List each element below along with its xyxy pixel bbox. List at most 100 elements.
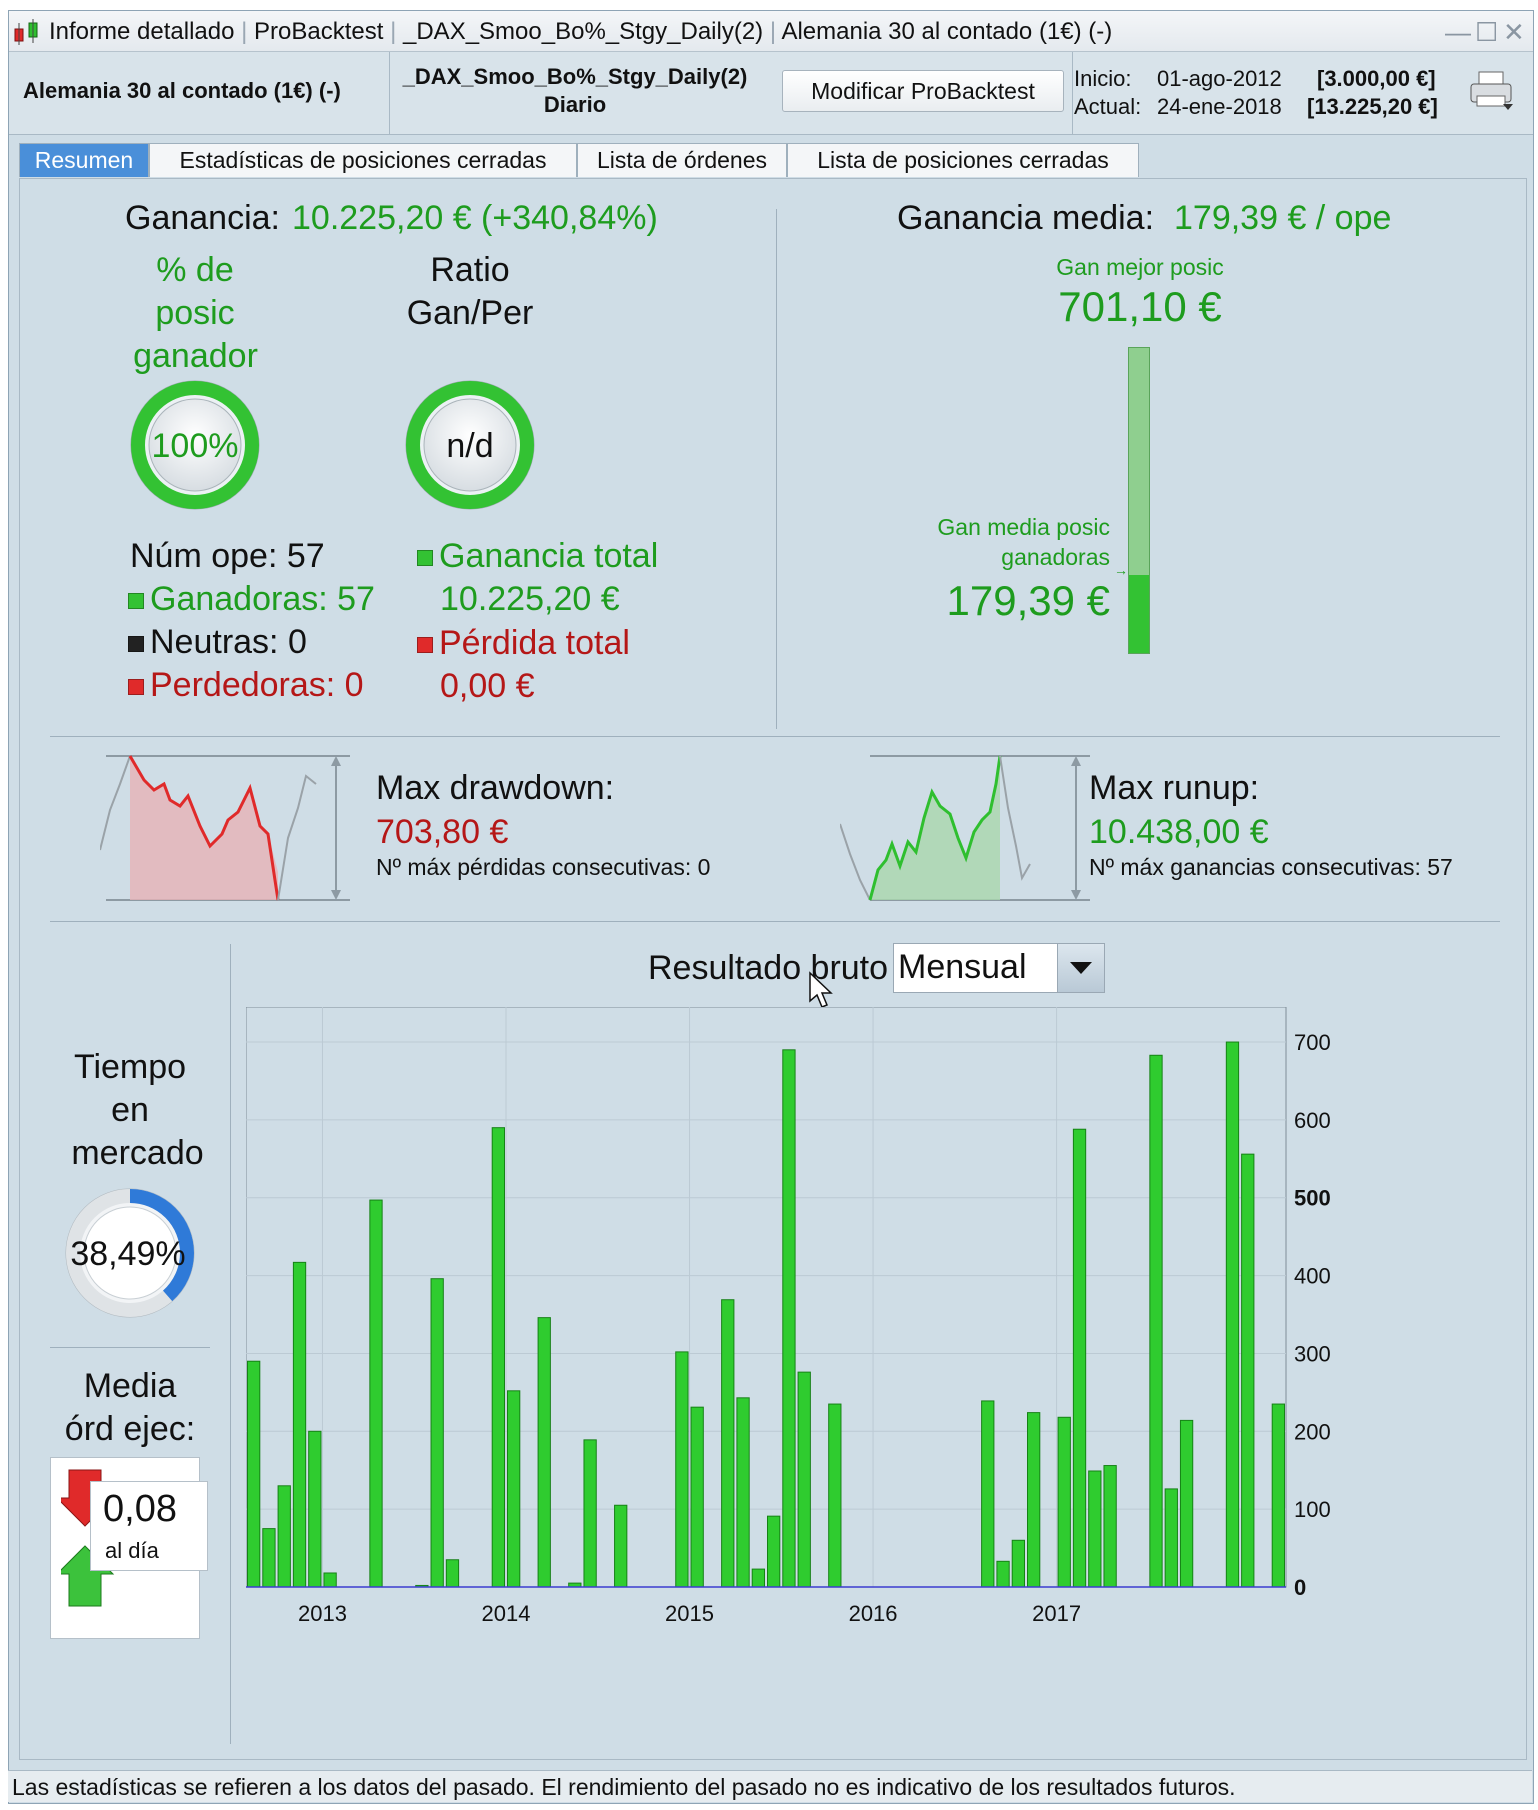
ratio-title-line1: Ratio (430, 251, 510, 289)
winning-pct-title-line3: ganador (133, 337, 258, 375)
losers-legend-square (128, 679, 144, 696)
max-consecutive-losses: Nº máx pérdidas consecutivas: 0 (376, 854, 711, 880)
total-gain-legend-square (417, 550, 433, 567)
bar (308, 1430, 322, 1588)
section-divider-2 (50, 921, 1500, 922)
strategy-name: _DAX_Smoo_Bo%_Stgy_Daily(2) (402, 64, 748, 89)
minimize-icon[interactable]: — (1445, 17, 1471, 47)
x-tick-label: 2013 (298, 1601, 347, 1626)
bar (445, 1559, 460, 1588)
bar (1271, 1403, 1286, 1588)
maximize-icon[interactable]: ☐ (1475, 17, 1499, 47)
arrow-right-icon: → (1114, 562, 1128, 578)
window-title-strategy: _DAX_Smoo_Bo%_Stgy_Daily(2) (403, 18, 764, 45)
orders-unit: al día (105, 1538, 159, 1563)
y-tick-label: 300 (1294, 1341, 1331, 1366)
mouse-cursor-icon (809, 971, 833, 1008)
gain-label: Ganancia: (125, 199, 280, 237)
bar (277, 1485, 291, 1588)
bar (736, 1397, 750, 1588)
bar (537, 1317, 551, 1588)
printer-icon[interactable] (1467, 70, 1517, 114)
bar (721, 1299, 735, 1588)
modify-probacktest-button[interactable]: Modificar ProBacktest (782, 70, 1064, 112)
bar (323, 1572, 337, 1588)
y-tick-label: 600 (1294, 1108, 1331, 1133)
tab-order-list[interactable]: Lista de órdenes (577, 143, 787, 177)
chevron-down-icon (1070, 962, 1092, 974)
window-title-probacktest: ProBacktest (254, 18, 384, 45)
bar (1179, 1419, 1194, 1588)
close-icon[interactable]: ✕ (1503, 17, 1525, 47)
winners-count: Ganadoras: 57 (150, 580, 375, 618)
start-label: Inicio: (1074, 66, 1132, 91)
market-time-title-line2: en (111, 1091, 149, 1129)
winners-legend-square (128, 593, 144, 610)
x-tick-label: 2016 (849, 1601, 898, 1626)
tab-resumen[interactable]: Resumen (19, 143, 149, 177)
bar (1072, 1128, 1087, 1588)
ratio-value: n/d (446, 427, 493, 465)
market-time-title-line1: Tiempo (73, 1048, 187, 1086)
status-bar: Las estadísticas se refieren a los datos… (8, 1770, 1532, 1802)
gain-value: 10.225,20 € (+340,84%) (292, 199, 658, 237)
bar (292, 1261, 307, 1588)
header-divider (1072, 52, 1073, 134)
drawdown-value: 703,80 € (376, 813, 509, 851)
section-divider-1 (50, 736, 1500, 737)
bar (828, 1403, 842, 1588)
chart-title: Resultado bruto (648, 949, 889, 987)
period-select[interactable]: Mensual (893, 943, 1105, 993)
total-gain-label: Ganancia total (439, 537, 659, 575)
bar (369, 1199, 383, 1588)
best-trade-label: Gan mejor posic (1056, 254, 1224, 280)
avg-winning-value: 179,39 € (946, 577, 1111, 624)
neutral-legend-square (128, 636, 144, 653)
dropdown-arrow[interactable] (1057, 944, 1104, 992)
winners-row: Ganadoras: 57 (128, 580, 375, 619)
orders-title: Media órd ejec: (50, 1365, 210, 1451)
ratio-title-line2: Gan/Per (406, 294, 534, 332)
window-title-report: Informe detallado (49, 18, 235, 45)
total-loss-label: Pérdida total (439, 624, 630, 662)
winning-pct-title-line2: posic (155, 294, 235, 332)
num-trades: Núm ope: 57 (130, 537, 325, 575)
current-label: Actual: (1074, 94, 1142, 119)
total-loss-value: 0,00 € (440, 667, 535, 705)
y-tick-label: 100 (1294, 1497, 1331, 1522)
y-tick-label: 0 (1294, 1575, 1306, 1600)
bar (1088, 1470, 1102, 1588)
bar (430, 1278, 444, 1588)
report-header: Alemania 30 al contado (1€) (-) _DAX_Smo… (9, 52, 1533, 135)
current-date: 24-ene-2018 (1157, 94, 1282, 119)
best-trade-value: 701,10 € (1058, 283, 1222, 330)
bar (1103, 1465, 1117, 1588)
tab-closed-positions-list[interactable]: Lista de posiciones cerradas (787, 143, 1139, 177)
report-window: Informe detallado | ProBacktest | _DAX_S… (8, 10, 1534, 1804)
tab-closed-positions-stats[interactable]: Estadísticas de posiciones cerradas (149, 143, 577, 177)
market-time-title: Tiempo en mercado (50, 1046, 210, 1175)
bar (491, 1127, 506, 1588)
start-date: 01-ago-2012 (1157, 66, 1282, 91)
bar (782, 1049, 796, 1588)
avg-bar-track (1128, 347, 1150, 654)
winning-pct-gauge: 100% (130, 380, 260, 510)
losers-count: Perdedoras: 0 (150, 666, 364, 704)
avg-winning-label-line2: ganadoras (1001, 544, 1110, 570)
runup-sparkline (840, 755, 1090, 901)
orders-title-line1: Media (83, 1367, 177, 1405)
y-tick-label: 400 (1294, 1264, 1331, 1289)
bar (751, 1568, 765, 1588)
bar (767, 1515, 781, 1588)
bar (1027, 1412, 1041, 1588)
runup-value: 10.438,00 € (1089, 813, 1269, 851)
avg-gain-value: 179,39 € / ope (1174, 199, 1392, 237)
bar (797, 1371, 811, 1588)
strategy-cell: _DAX_Smoo_Bo%_Stgy_Daily(2) Diario (390, 52, 765, 134)
drawdown-sparkline (100, 755, 350, 901)
bar (614, 1504, 628, 1588)
ratio-title: Ratio Gan/Per (385, 249, 555, 335)
y-tick-label: 500 (1294, 1186, 1331, 1211)
start-capital: [3.000,00 €] (1317, 66, 1436, 91)
bar (996, 1560, 1010, 1588)
